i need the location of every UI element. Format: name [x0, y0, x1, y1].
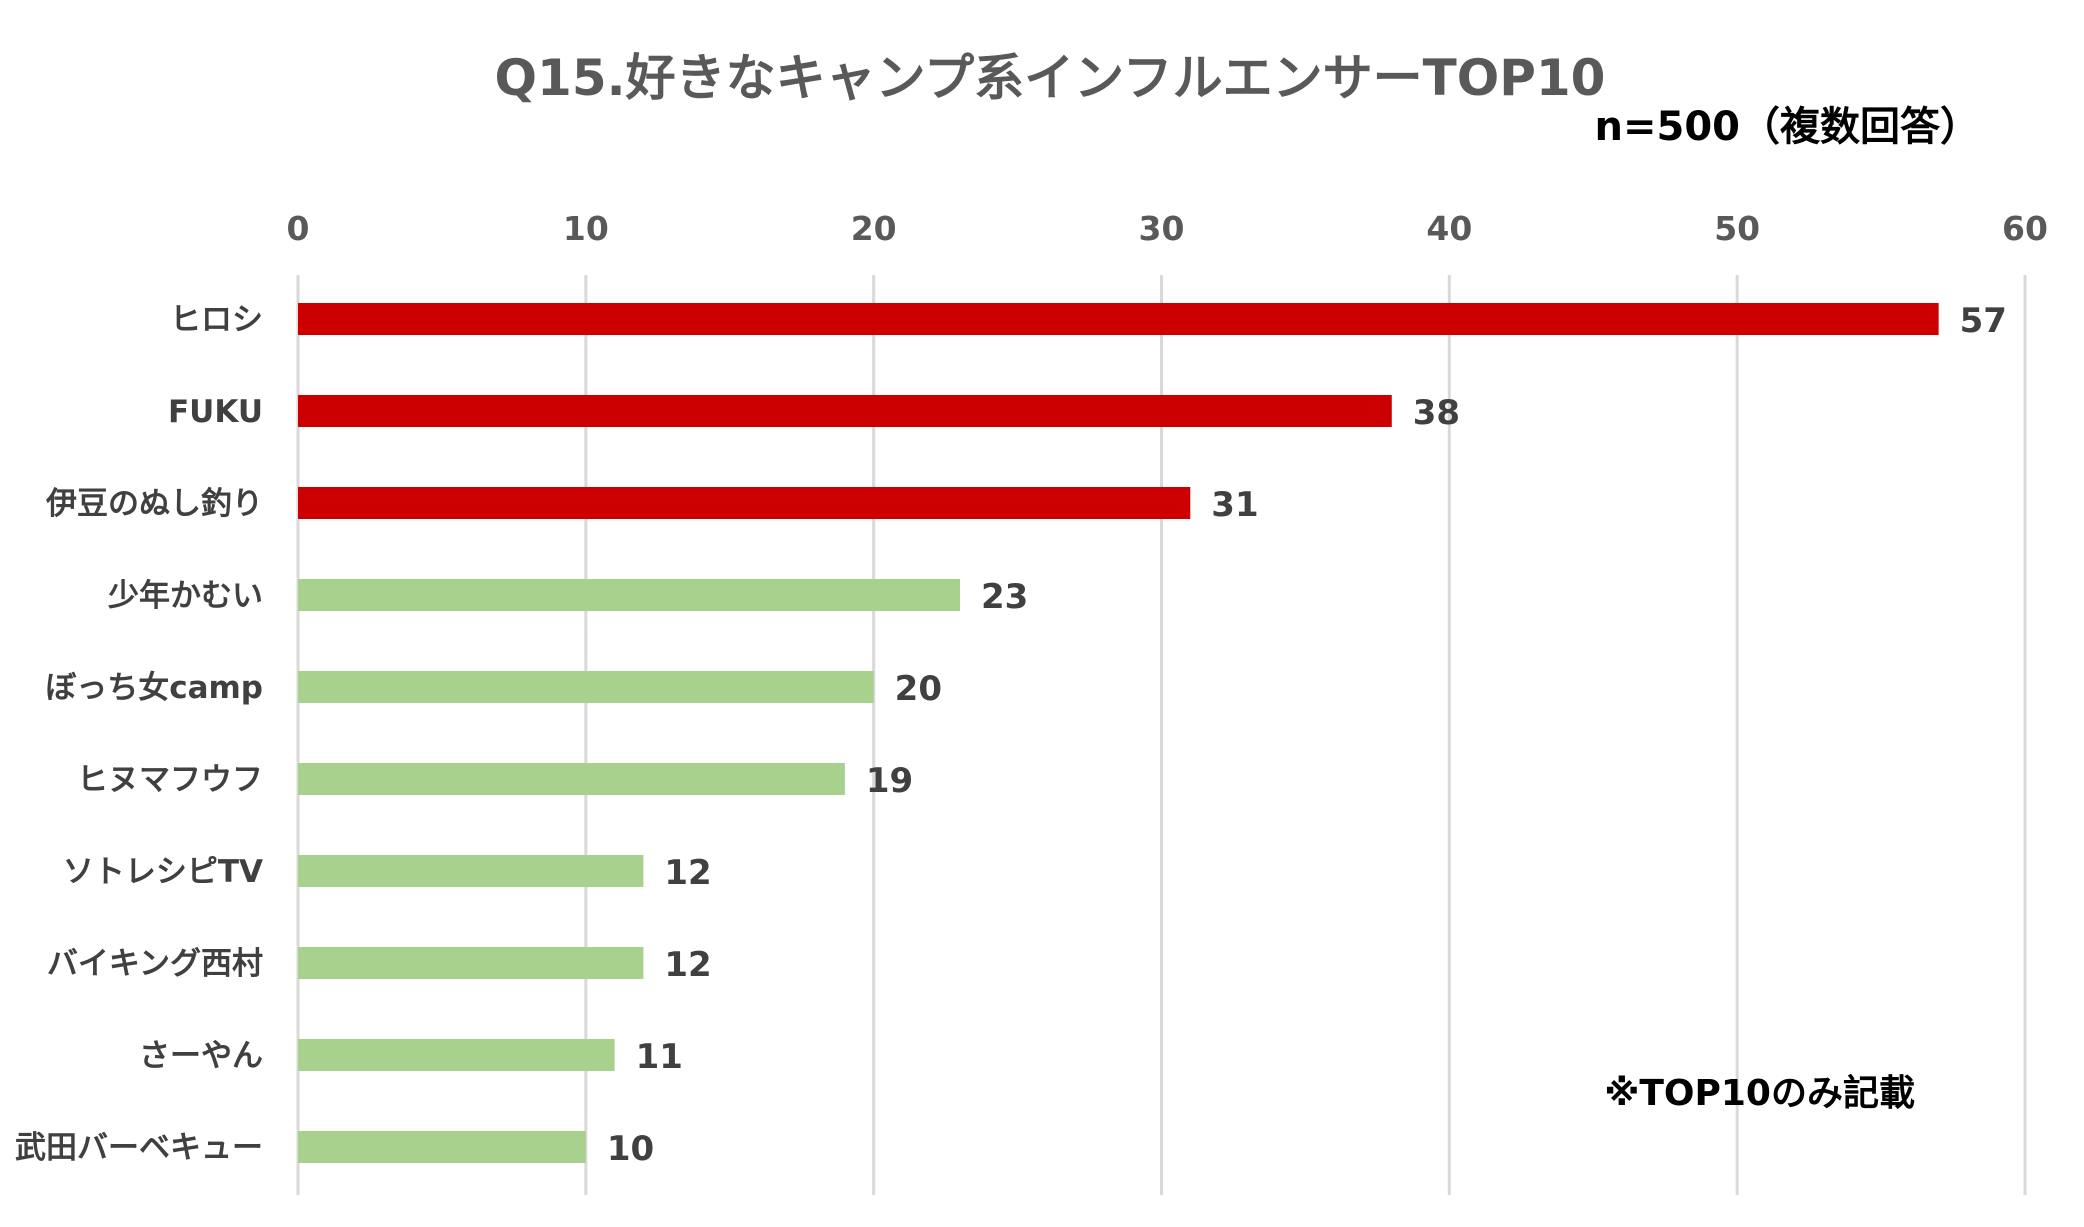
x-tick-label: 40 — [1426, 209, 1472, 248]
data-label: 10 — [607, 1129, 654, 1169]
bar — [298, 395, 1392, 427]
bar — [298, 303, 1939, 335]
x-tick-label: 10 — [563, 209, 609, 248]
bar — [298, 487, 1191, 519]
chart-title: Q15.好きなキャンプ系インフルエンサーTOP10 — [495, 49, 1606, 107]
category-label: ソトレシピTV — [63, 854, 263, 890]
data-labels: 57 38 31 23 20 19 12 12 11 10 — [607, 301, 2007, 1169]
data-label: 57 — [1960, 301, 2007, 341]
category-label: バイキング西村 — [47, 946, 263, 982]
data-label: 19 — [866, 761, 913, 801]
category-label: ぼっち女camp — [45, 670, 263, 706]
category-label: ヒロシ — [170, 302, 263, 338]
chart-note: ※TOP10のみ記載 — [1604, 1073, 1915, 1114]
x-tick-label: 0 — [287, 209, 310, 248]
data-label: 23 — [981, 577, 1028, 617]
bars — [298, 303, 1939, 1163]
bar — [298, 947, 644, 979]
category-label: ヒヌマフウフ — [77, 762, 263, 798]
gridlines — [296, 275, 2027, 1195]
bar — [298, 855, 644, 887]
x-tick-label: 60 — [2002, 209, 2048, 248]
chart-subtitle: n=500（複数回答） — [1595, 104, 1981, 150]
x-tick-label: 30 — [1139, 209, 1185, 248]
data-label: 12 — [664, 853, 711, 893]
bar — [298, 763, 845, 795]
bar — [298, 671, 874, 703]
data-label: 38 — [1413, 393, 1460, 433]
category-label: さーやん — [139, 1038, 263, 1074]
category-label: 少年かむい — [108, 578, 263, 614]
category-label: 伊豆のぬし釣り — [45, 486, 263, 522]
x-tick-label: 50 — [1714, 209, 1760, 248]
data-label: 12 — [664, 945, 711, 985]
data-label: 20 — [895, 669, 942, 709]
bar — [298, 1131, 586, 1163]
category-label: FUKU — [168, 394, 263, 430]
category-label: 武田バーベキュー — [15, 1130, 263, 1166]
x-axis-ticks: 0 10 20 30 40 50 60 — [287, 209, 2048, 248]
x-tick-label: 20 — [851, 209, 897, 248]
data-label: 11 — [636, 1037, 683, 1077]
data-label: 31 — [1211, 485, 1258, 525]
bar — [298, 579, 961, 611]
bar — [298, 1039, 615, 1071]
